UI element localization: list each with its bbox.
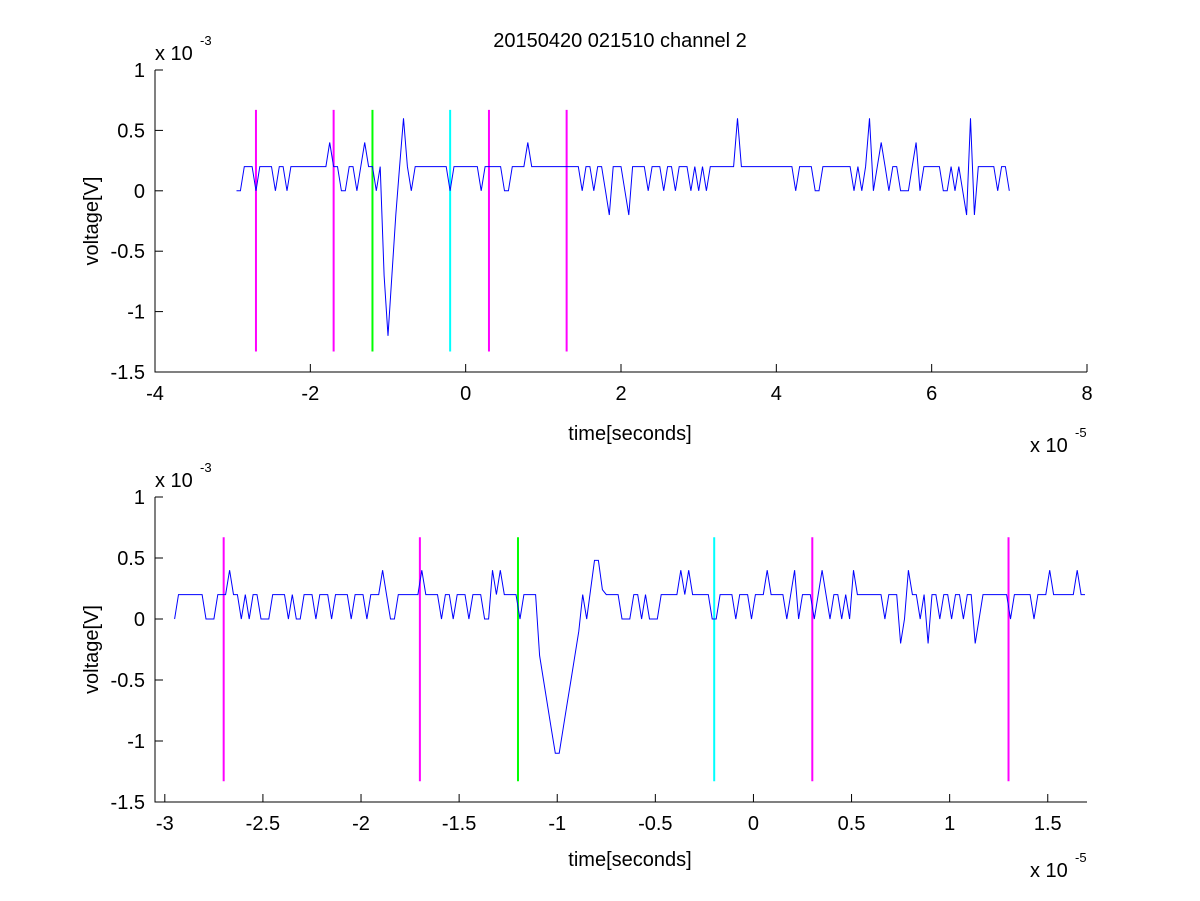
bottom-x-axis-label: time[seconds] (568, 849, 691, 871)
y-tick-label: -0.5 (111, 241, 145, 263)
y-tick-label: 0.5 (117, 120, 145, 142)
x-tick-label: 1.5 (1034, 813, 1062, 835)
bottom-axes: -3 -2.5 -2 -1.5 -1 -0.5 0 0.5 1 1.5 -1.5 -1 -0.5 0 0.… (81, 460, 1087, 882)
bottom-y-ticks: -1.5 -1 -0.5 0 0.5 1 (111, 487, 163, 814)
top-x-axis-label: time[seconds] (568, 423, 691, 445)
top-axes: -4 -2 0 2 4 6 8 -1.5-1-0.500.51 time[seconds] … (81, 33, 1093, 457)
svg-text:x 10: x 10 (155, 470, 193, 492)
y-tick-label: -1 (127, 731, 145, 753)
top-x-ticks: -4 -2 0 2 4 6 8 (146, 364, 1093, 405)
bottom-x-multiplier: x 10 -5 (1030, 850, 1087, 882)
bottom-y-multiplier: x 10 -3 (155, 460, 212, 492)
x-tick-label: 0.5 (838, 813, 866, 835)
bottom-marker-lines (222, 537, 1010, 782)
svg-text:x 10: x 10 (1030, 860, 1068, 882)
x-tick-label: -3 (156, 813, 174, 835)
x-tick-label: 8 (1081, 383, 1092, 405)
y-tick-label: 1 (134, 487, 145, 509)
bottom-y-axis-label: voltage[V] (81, 605, 103, 694)
svg-text:x 10: x 10 (1030, 435, 1068, 457)
top-y-ticks: -1.5 -1 -0.5 0 0.5 1 (111, 60, 163, 384)
x-tick-label: -0.5 (638, 813, 672, 835)
x-tick-label: 6 (926, 383, 937, 405)
y-tick-label: 0 (134, 181, 145, 203)
top-x-multiplier: x 10 -5 (1030, 425, 1087, 457)
top-y-multiplier: x 10 -3 (155, 33, 212, 65)
y-tick-label: 1 (134, 60, 145, 82)
svg-text:-3: -3 (200, 460, 212, 475)
y-tick-label: -0.5 (111, 670, 145, 692)
x-tick-label: -1.5 (442, 813, 476, 835)
bottom-x-ticks: -3 -2.5 -2 -1.5 -1 -0.5 0 0.5 1 1.5 (156, 794, 1062, 835)
figure-title: 20150420 021510 channel 2 (493, 30, 747, 52)
x-tick-label: -2 (352, 813, 370, 835)
y-tick-label: 0.5 (117, 548, 145, 570)
y-tick-label: -1.5 (111, 792, 145, 814)
x-tick-label: 2 (615, 383, 626, 405)
top-signal-trace (236, 118, 1010, 336)
bottom-signal-trace (174, 559, 1085, 754)
x-tick-label: 0 (460, 383, 471, 405)
svg-text:x 10: x 10 (155, 43, 193, 65)
x-tick-label: -2 (301, 383, 319, 405)
x-tick-label: -2.5 (246, 813, 280, 835)
y-tick-label: 0 (134, 609, 145, 631)
svg-text:-5: -5 (1075, 850, 1087, 865)
x-tick-label: 1 (944, 813, 955, 835)
y-tick-label: -1.5 (111, 362, 145, 384)
y-tick-label: -1 (127, 302, 145, 324)
svg-text:-5: -5 (1075, 425, 1087, 440)
x-tick-label: 4 (771, 383, 782, 405)
top-marker-lines (254, 109, 568, 352)
x-tick-label: 0 (748, 813, 759, 835)
x-tick-label: -4 (146, 383, 164, 405)
x-tick-label: -1 (548, 813, 566, 835)
svg-text:-3: -3 (200, 33, 212, 48)
top-y-axis-label: voltage[V] (81, 177, 103, 266)
